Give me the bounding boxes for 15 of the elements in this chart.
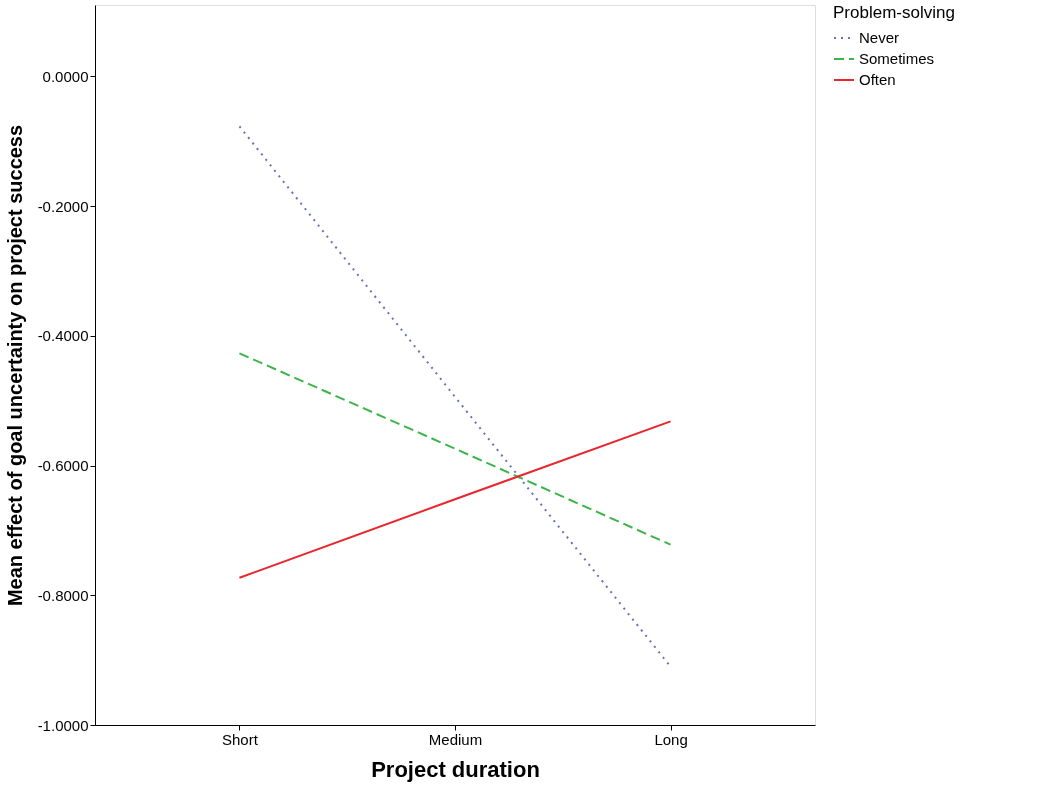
y-tick-label: 0.0000	[42, 67, 89, 85]
y-tick-label: -0.2000	[37, 197, 89, 215]
y-tick-label: -0.8000	[37, 586, 89, 604]
y-tick-label: -0.6000	[37, 457, 89, 475]
x-tick-label: Long	[654, 730, 688, 748]
legend-label: Sometimes	[859, 50, 935, 67]
x-tick-label: Medium	[428, 730, 483, 748]
x-axis-title: Project duration	[371, 756, 540, 782]
legend-label: Often	[859, 71, 896, 88]
legend-title: Problem-solving	[833, 3, 955, 22]
x-tick-label: Short	[222, 730, 259, 748]
y-tick-label: -0.4000	[37, 327, 89, 345]
legend-label: Never	[859, 29, 900, 46]
y-tick-label: -1.0000	[37, 716, 89, 734]
y-axis-title: Mean effect of goal uncertainty on project success	[3, 124, 26, 607]
